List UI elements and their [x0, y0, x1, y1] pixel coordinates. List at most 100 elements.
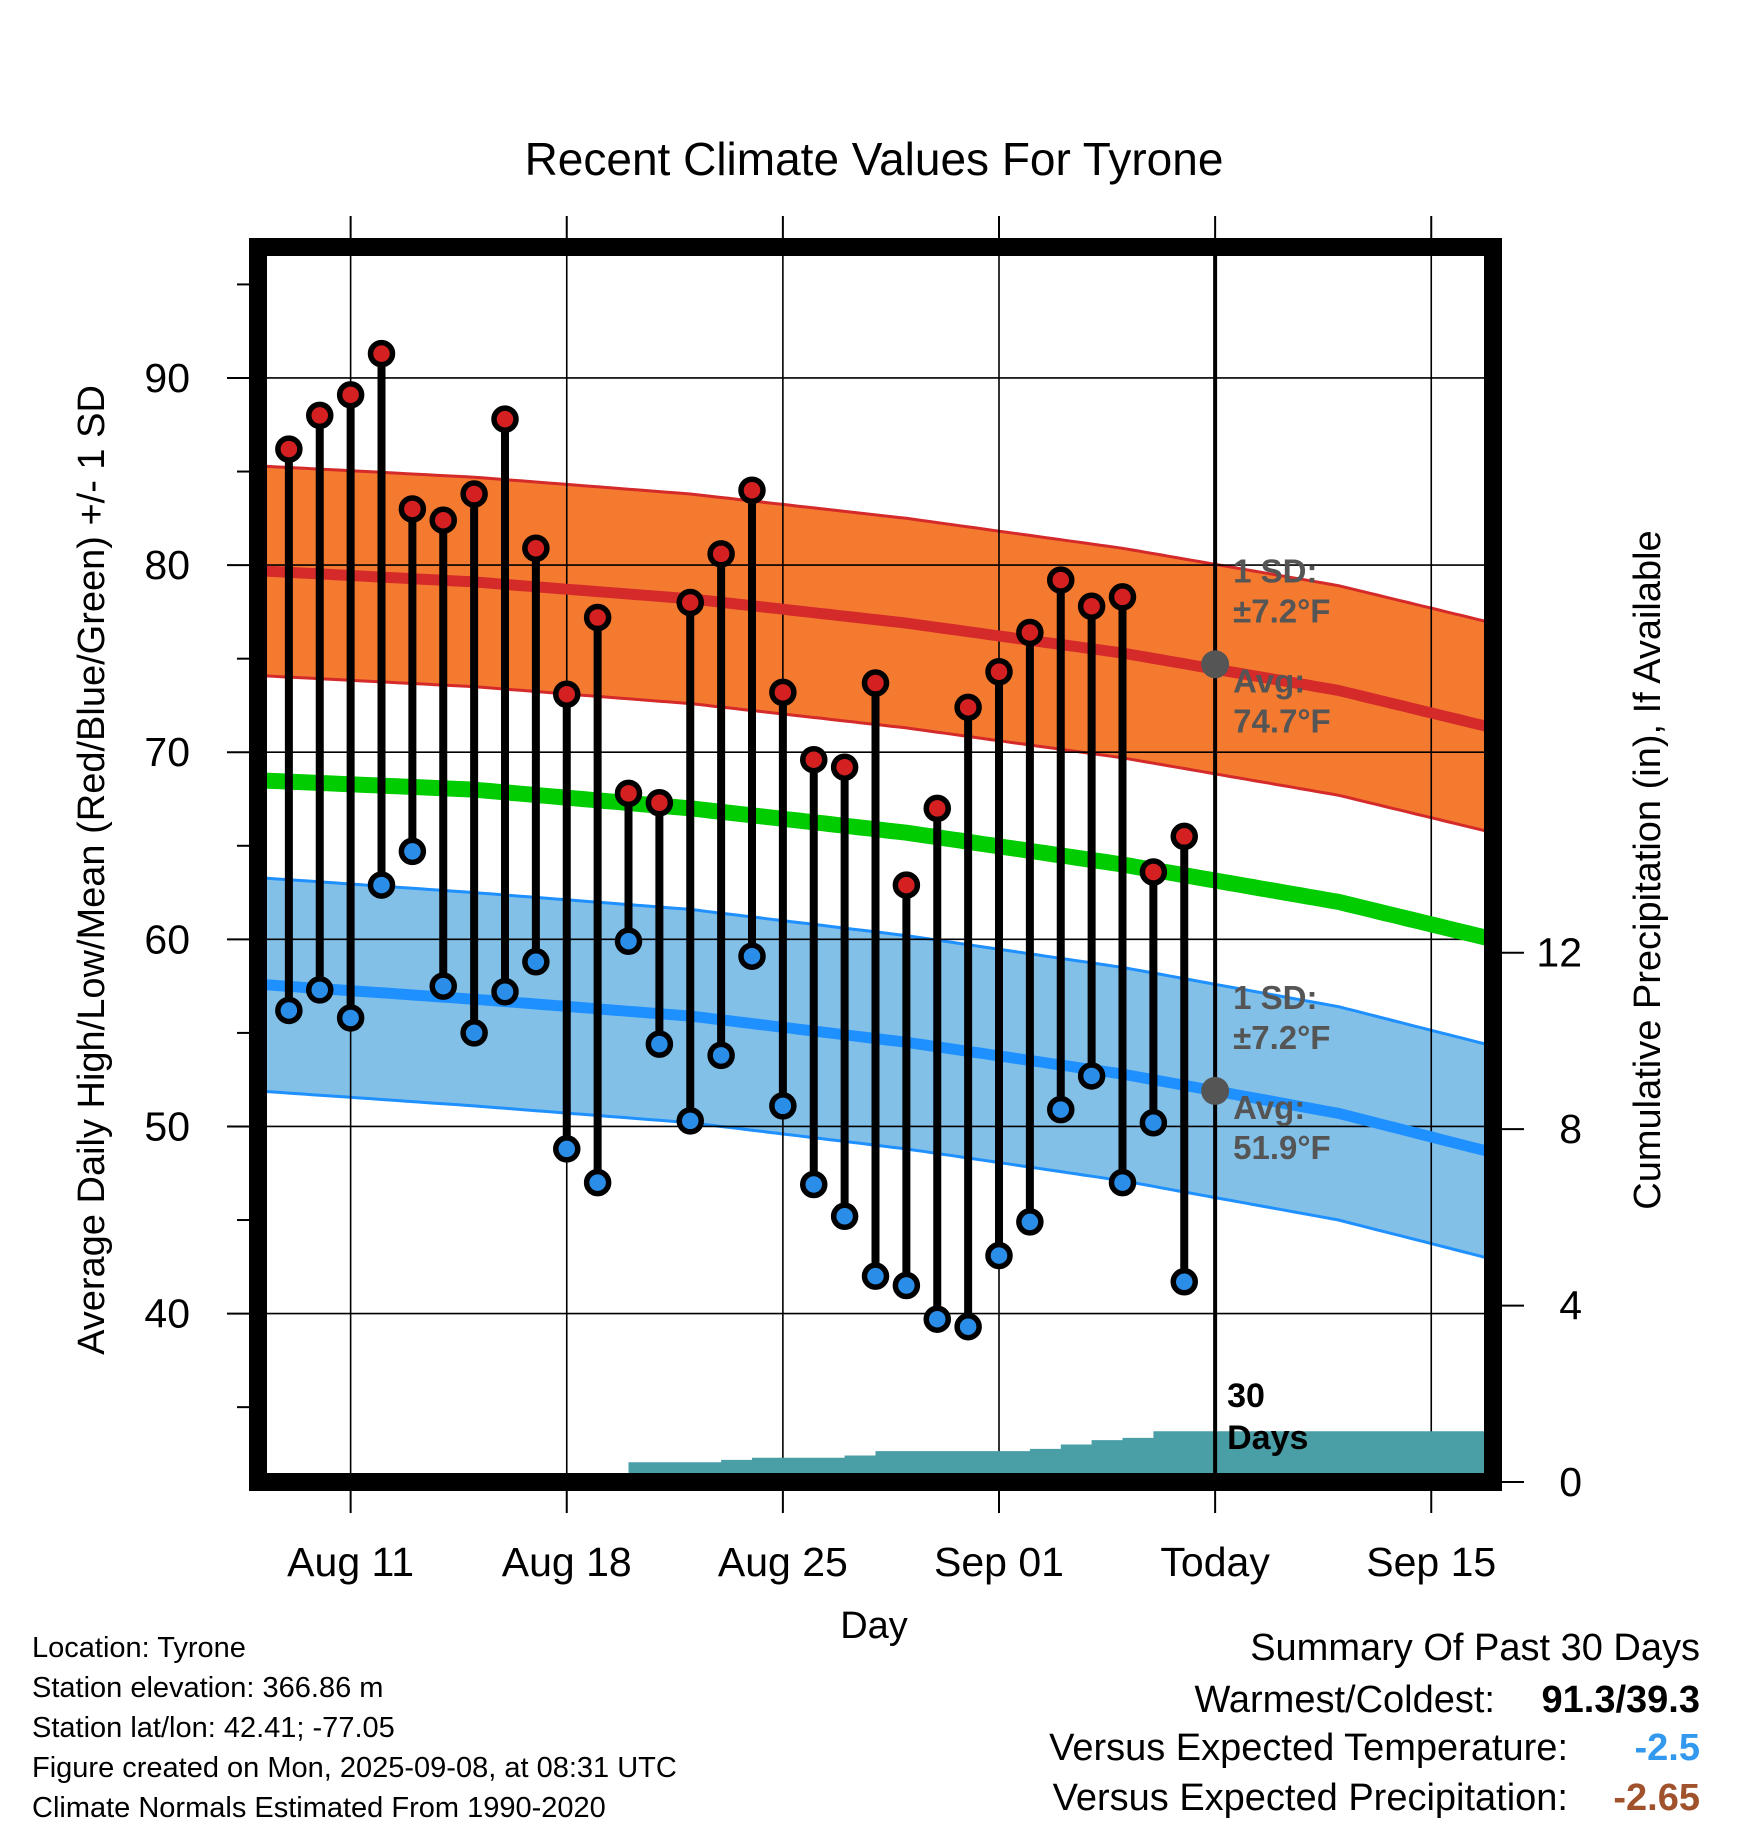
high-sd-label: 1 SD:: [1233, 552, 1317, 589]
low-point: [707, 1041, 735, 1070]
chart-title: Recent Climate Values For Tyrone: [525, 133, 1224, 185]
precip-area: [566, 1431, 1493, 1482]
x-tick-label: Today: [1160, 1539, 1270, 1585]
x-tick-label: Aug 11: [287, 1539, 414, 1585]
today-caption-line2: Days: [1227, 1419, 1308, 1457]
temp-value: -2.5: [1635, 1727, 1700, 1769]
high-avg-label: Avg:: [1233, 662, 1305, 699]
y-axis-label: Average Daily High/Low/Mean (Red/Blue/Gr…: [71, 385, 113, 1355]
precip-value: -2.65: [1613, 1777, 1700, 1819]
low-point: [1016, 1208, 1044, 1236]
high-normal-line: [258, 565, 1493, 734]
high-avg-value: 74.7°F: [1233, 702, 1331, 739]
low-point: [676, 1107, 704, 1135]
high-point: [1016, 618, 1044, 647]
low-point: [491, 977, 519, 1006]
low-point: [460, 1019, 488, 1047]
high-point: [367, 339, 396, 368]
low-avg-value: 51.9°F: [1233, 1129, 1331, 1166]
warm-cold-value: 91.3/39.3: [1542, 1679, 1700, 1721]
low-point: [1108, 1168, 1137, 1197]
y-tick-label: 70: [144, 729, 190, 775]
low-sd-value: ±7.2°F: [1233, 1019, 1330, 1056]
high-point: [460, 480, 488, 508]
high-point: [800, 745, 828, 774]
location-text: Location: Tyrone: [32, 1632, 246, 1664]
low-point: [336, 1004, 365, 1032]
today-caption-line1: 30: [1227, 1377, 1265, 1415]
x-tick-label: Sep 01: [934, 1539, 1064, 1585]
high-point: [954, 693, 982, 722]
low-sd-label: 1 SD:: [1233, 979, 1317, 1016]
low-point: [861, 1262, 890, 1290]
low-point: [1170, 1268, 1198, 1296]
y-tick-label: 90: [144, 355, 190, 401]
high-point: [707, 540, 735, 568]
created-text: Figure created on Mon, 2025-09-08, at 08…: [32, 1752, 677, 1784]
low-point: [892, 1271, 921, 1300]
y2-axis-label: Cumulative Precipitation (in), If Availa…: [1627, 530, 1669, 1209]
station-info: Location: Tyrone Station elevation: 366.…: [32, 1632, 677, 1824]
high-point: [769, 678, 797, 707]
y-tick-label: 80: [144, 542, 190, 588]
elevation-text: Station elevation: 366.86 m: [32, 1672, 383, 1704]
high-point: [429, 506, 457, 534]
x-tick-label: Aug 25: [718, 1539, 848, 1585]
low-point: [769, 1092, 797, 1120]
high-point: [275, 435, 303, 463]
high-point: [923, 794, 951, 823]
low-point: [985, 1241, 1013, 1270]
high-point: [1108, 583, 1137, 611]
y2-tick-label: 0: [1559, 1459, 1582, 1505]
plot-frame: [249, 238, 1502, 1491]
low-point: [367, 871, 396, 899]
low-point: [583, 1168, 612, 1197]
y2-tick-label: 4: [1559, 1283, 1582, 1329]
low-point: [830, 1202, 859, 1231]
x-axis-label: Day: [840, 1605, 908, 1647]
high-point: [738, 476, 766, 505]
y-tick-label: 50: [144, 1103, 190, 1149]
low-point: [522, 948, 550, 976]
y2-tick-label: 8: [1559, 1106, 1582, 1152]
high-point: [892, 871, 921, 899]
normals-text: Climate Normals Estimated From 1990-2020: [32, 1792, 606, 1824]
warm-cold-label: Warmest/Coldest:: [1194, 1679, 1495, 1721]
high-point: [861, 669, 890, 697]
low-point: [923, 1305, 951, 1333]
x-tick-label: Aug 18: [502, 1539, 632, 1585]
low-point: [954, 1312, 982, 1341]
high-avg-marker: [1201, 650, 1230, 679]
high-point: [522, 534, 550, 563]
summary-panel: Summary Of Past 30 Days Warmest/Coldest:…: [1049, 1627, 1700, 1819]
high-point: [645, 789, 674, 817]
low-avg-marker: [1201, 1076, 1230, 1105]
low-point: [1047, 1095, 1075, 1124]
low-point: [738, 942, 766, 970]
high-point: [676, 588, 704, 617]
high-point: [553, 680, 581, 708]
y-tick-label: 60: [144, 916, 190, 962]
low-point: [645, 1030, 674, 1058]
high-point: [830, 753, 859, 781]
summary-title: Summary Of Past 30 Days: [1250, 1627, 1700, 1669]
latlon-text: Station lat/lon: 42.41; -77.05: [32, 1712, 395, 1744]
high-sd-value: ±7.2°F: [1233, 592, 1330, 629]
high-point: [583, 603, 612, 632]
high-point: [1077, 592, 1106, 621]
high-point: [491, 405, 519, 433]
high-point: [306, 401, 334, 430]
low-point: [398, 837, 427, 866]
high-point: [1047, 566, 1075, 594]
precip-label: Versus Expected Precipitation:: [1053, 1777, 1568, 1819]
low-point: [429, 972, 457, 1000]
low-point: [1077, 1062, 1106, 1090]
low-avg-label: Avg:: [1233, 1089, 1305, 1126]
low-point: [1139, 1108, 1168, 1137]
high-point: [985, 658, 1013, 686]
y2-tick-label: 12: [1536, 930, 1582, 976]
y-tick-label: 40: [144, 1291, 190, 1337]
low-point: [614, 927, 643, 955]
